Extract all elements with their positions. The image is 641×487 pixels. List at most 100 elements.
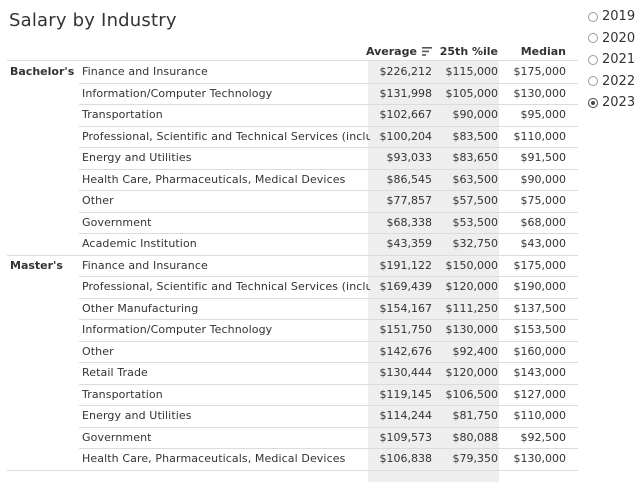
row-divider [79, 319, 578, 320]
row-divider [79, 383, 578, 385]
p25-cell: $57,500 [452, 194, 499, 207]
average-cell: $130,444 [379, 366, 433, 379]
industry-cell: Government [82, 430, 152, 444]
industry-cell: Health Care, Pharmaceuticals, Medical De… [82, 452, 346, 465]
row-divider [79, 276, 578, 277]
median-cell: $43,000 [520, 237, 567, 250]
row-divider [79, 190, 578, 191]
row-divider [79, 147, 578, 148]
p25-cell: $115,000 [445, 65, 499, 78]
average-cell: $43,359 [386, 237, 433, 250]
industry-cell: Information/Computer Technology [82, 86, 273, 100]
p25-cell: $80,088 [452, 430, 499, 444]
average-cell: $109,573 [379, 430, 433, 444]
industry-cell: Finance and Insurance [82, 258, 208, 272]
industry-cell: Other [82, 194, 114, 207]
median-cell: $190,000 [513, 280, 567, 293]
average-cell: $114,244 [379, 409, 433, 422]
header-divider [7, 60, 578, 61]
industry-cell: Government [82, 215, 152, 229]
median-cell: $160,000 [513, 344, 567, 358]
salary-table: Average 25th %ile Median Bachelor's Finan… [7, 45, 578, 482]
row-divider [79, 340, 578, 342]
p25-cell: $150,000 [445, 258, 499, 272]
p25-cell: $111,250 [445, 301, 499, 315]
industry-cell: Other [82, 344, 114, 358]
average-cell: $86,545 [386, 172, 433, 186]
row-divider [79, 211, 578, 213]
p25-cell: $83,500 [452, 129, 499, 143]
year-option-2021[interactable]: 2021 [588, 49, 641, 71]
median-cell: $92,500 [520, 430, 567, 444]
industry-cell: Health Care, Pharmaceuticals, Medical De… [82, 172, 346, 186]
row-divider [79, 82, 578, 84]
p25-cell: $63,500 [452, 172, 499, 186]
median-cell: $175,000 [513, 65, 567, 78]
column-header-median[interactable]: Median [520, 45, 566, 58]
year-option-2023[interactable]: 2023 [588, 92, 641, 114]
industry-cell: Other Manufacturing [82, 301, 199, 315]
median-cell: $91,500 [520, 151, 567, 164]
group-divider [7, 254, 578, 256]
average-cell: $169,439 [379, 280, 433, 293]
chart-title: Salary by Industry [9, 10, 177, 31]
sort-descending-icon[interactable] [421, 47, 432, 56]
row-divider [79, 297, 578, 299]
p25-cell: $81,750 [452, 409, 499, 422]
industry-cell: Transportation [82, 387, 163, 401]
median-cell: $153,500 [513, 323, 567, 336]
row-divider [79, 233, 578, 234]
median-cell: $143,000 [513, 366, 567, 379]
industry-cell: Information/Computer Technology [82, 323, 273, 336]
row-divider [79, 448, 578, 449]
group-label-bachelors: Bachelor's [10, 65, 75, 78]
industry-cell: Energy and Utilities [82, 151, 192, 164]
row-divider [79, 405, 578, 406]
median-cell: $110,000 [513, 409, 567, 422]
average-cell: $77,857 [386, 194, 433, 207]
radio-button-icon[interactable] [588, 11, 598, 22]
column-header-25th-percentile[interactable]: 25th %ile [439, 45, 498, 58]
p25-cell: $120,000 [445, 366, 499, 379]
row-divider [79, 168, 578, 170]
row-divider [79, 104, 578, 105]
year-option-2022[interactable]: 2022 [588, 71, 641, 93]
median-cell: $137,500 [513, 301, 567, 315]
median-cell: $175,000 [513, 258, 567, 272]
median-cell: $75,000 [520, 194, 567, 207]
row-divider [79, 125, 578, 127]
p25-cell: $83,650 [452, 151, 499, 164]
p25-cell: $106,500 [445, 387, 499, 401]
year-filter: 2019 2020 2021 2022 2023 [588, 6, 641, 114]
industry-cell: Professional, Scientific and Technical S… [82, 129, 370, 143]
row-divider [79, 362, 578, 363]
median-cell: $127,000 [513, 387, 567, 401]
row-divider [79, 426, 578, 428]
group-divider [7, 469, 578, 471]
column-header-average[interactable]: Average [366, 45, 432, 59]
radio-button-icon[interactable] [588, 54, 598, 65]
year-option-label: 2022 [602, 73, 636, 89]
year-option-2020[interactable]: 2020 [588, 28, 641, 50]
average-cell: $119,145 [379, 387, 433, 401]
column-header-average-label: Average [366, 45, 417, 58]
median-cell: $95,000 [520, 108, 567, 121]
median-cell: $130,000 [513, 452, 567, 465]
group-label-masters: Master's [10, 258, 63, 272]
average-cell: $100,204 [379, 129, 433, 143]
average-cell: $93,033 [386, 151, 433, 164]
median-cell: $90,000 [520, 172, 567, 186]
p25-cell: $79,350 [452, 452, 499, 465]
p25-cell: $130,000 [445, 323, 499, 336]
average-cell: $131,998 [379, 86, 433, 100]
year-option-label: 2020 [602, 30, 636, 46]
p25-cell: $90,000 [452, 108, 499, 121]
radio-button-icon[interactable] [588, 33, 598, 44]
p25-cell: $92,400 [452, 344, 499, 358]
radio-button-icon[interactable] [588, 76, 598, 87]
average-cell: $102,667 [379, 108, 433, 121]
average-column-shade [368, 61, 499, 482]
year-option-2019[interactable]: 2019 [588, 6, 641, 28]
p25-cell: $120,000 [445, 280, 499, 293]
radio-button-icon[interactable] [588, 97, 598, 108]
